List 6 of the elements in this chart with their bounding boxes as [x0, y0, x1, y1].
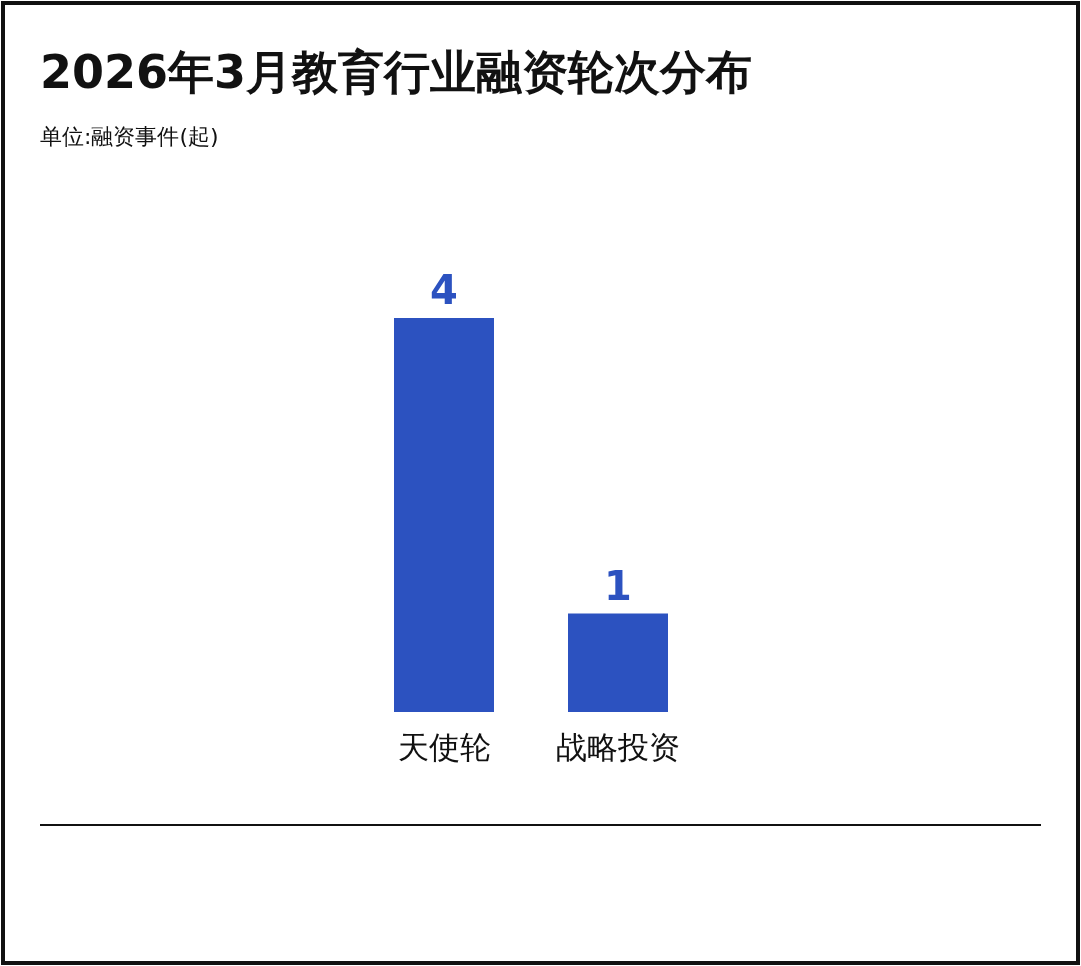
x-tick-label: 战略投资	[556, 729, 680, 765]
x-tick-label: 天使轮	[397, 729, 491, 765]
chart-title: 2026年3月教育行业融资轮次分布	[40, 45, 753, 99]
data-label: 4	[430, 267, 458, 313]
data-label: 1	[604, 562, 632, 609]
text: 单位:融资事件(起)	[40, 124, 219, 149]
